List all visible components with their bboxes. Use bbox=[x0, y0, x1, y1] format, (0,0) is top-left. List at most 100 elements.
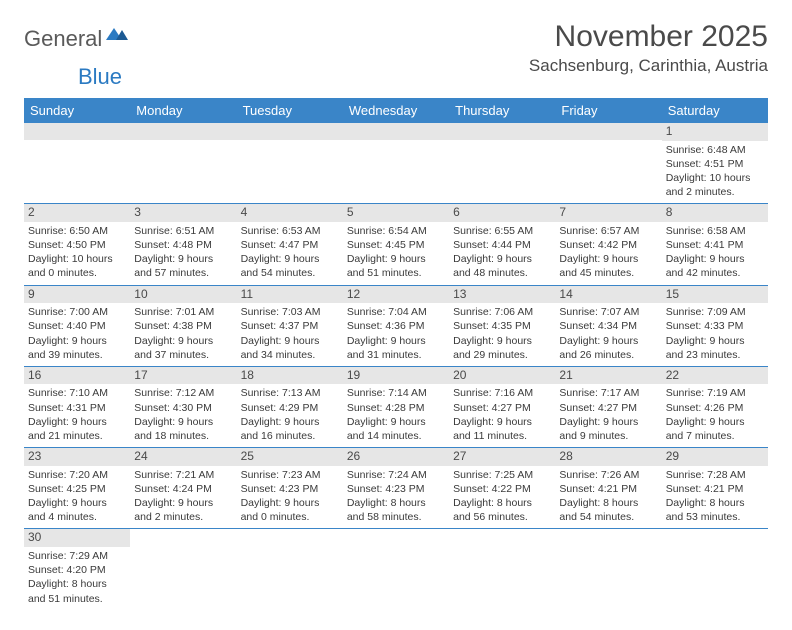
sunrise-text: Sunrise: 7:03 AM bbox=[241, 305, 339, 319]
sunset-text: Sunset: 4:23 PM bbox=[347, 482, 445, 496]
weekday-header-row: SundayMondayTuesdayWednesdayThursdayFrid… bbox=[24, 98, 768, 123]
weekday-saturday: Saturday bbox=[662, 98, 768, 123]
sunset-text: Sunset: 4:41 PM bbox=[666, 238, 764, 252]
day-cell: 5Sunrise: 6:54 AMSunset: 4:45 PMDaylight… bbox=[343, 204, 449, 284]
sunrise-text: Sunrise: 7:00 AM bbox=[28, 305, 126, 319]
day-content: Sunrise: 7:07 AMSunset: 4:34 PMDaylight:… bbox=[555, 305, 661, 366]
day-number bbox=[449, 529, 555, 546]
day-cell-empty bbox=[24, 123, 130, 203]
sunrise-text: Sunrise: 6:55 AM bbox=[453, 224, 551, 238]
daylight-text: Daylight: 9 hours and 29 minutes. bbox=[453, 334, 551, 362]
daylight-text: Daylight: 9 hours and 18 minutes. bbox=[134, 415, 232, 443]
day-cell: 24Sunrise: 7:21 AMSunset: 4:24 PMDayligh… bbox=[130, 448, 236, 528]
sunrise-text: Sunrise: 6:54 AM bbox=[347, 224, 445, 238]
day-number bbox=[662, 529, 768, 546]
day-content: Sunrise: 7:29 AMSunset: 4:20 PMDaylight:… bbox=[24, 549, 130, 610]
sunrise-text: Sunrise: 6:57 AM bbox=[559, 224, 657, 238]
day-cell-empty bbox=[343, 529, 449, 609]
day-cell: 25Sunrise: 7:23 AMSunset: 4:23 PMDayligh… bbox=[237, 448, 343, 528]
day-number bbox=[343, 123, 449, 140]
daylight-text: Daylight: 9 hours and 57 minutes. bbox=[134, 252, 232, 280]
day-content: Sunrise: 7:00 AMSunset: 4:40 PMDaylight:… bbox=[24, 305, 130, 366]
daylight-text: Daylight: 9 hours and 4 minutes. bbox=[28, 496, 126, 524]
daylight-text: Daylight: 9 hours and 37 minutes. bbox=[134, 334, 232, 362]
sunrise-text: Sunrise: 7:17 AM bbox=[559, 386, 657, 400]
day-number bbox=[24, 123, 130, 140]
weekday-wednesday: Wednesday bbox=[343, 98, 449, 123]
daylight-text: Daylight: 8 hours and 54 minutes. bbox=[559, 496, 657, 524]
sunrise-text: Sunrise: 7:09 AM bbox=[666, 305, 764, 319]
day-number bbox=[343, 529, 449, 546]
day-content: Sunrise: 7:28 AMSunset: 4:21 PMDaylight:… bbox=[662, 468, 768, 529]
day-cell: 11Sunrise: 7:03 AMSunset: 4:37 PMDayligh… bbox=[237, 286, 343, 366]
daylight-text: Daylight: 9 hours and 31 minutes. bbox=[347, 334, 445, 362]
sunset-text: Sunset: 4:36 PM bbox=[347, 319, 445, 333]
sunrise-text: Sunrise: 7:06 AM bbox=[453, 305, 551, 319]
week-row: 16Sunrise: 7:10 AMSunset: 4:31 PMDayligh… bbox=[24, 367, 768, 448]
day-number: 9 bbox=[24, 286, 130, 304]
day-number: 7 bbox=[555, 204, 661, 222]
day-content: Sunrise: 6:48 AMSunset: 4:51 PMDaylight:… bbox=[662, 143, 768, 204]
logo: General bbox=[24, 26, 130, 52]
daylight-text: Daylight: 8 hours and 51 minutes. bbox=[28, 577, 126, 605]
day-content: Sunrise: 7:16 AMSunset: 4:27 PMDaylight:… bbox=[449, 386, 555, 447]
week-row: 23 Sunrise: 7:20 AMSunset: 4:25 PMDayligh… bbox=[24, 448, 768, 529]
day-cell: 1 Sunrise: 6:48 AMSunset: 4:51 PMDaylight… bbox=[662, 123, 768, 203]
daylight-text: Daylight: 9 hours and 51 minutes. bbox=[347, 252, 445, 280]
sunset-text: Sunset: 4:44 PM bbox=[453, 238, 551, 252]
day-content: Sunrise: 7:24 AMSunset: 4:23 PMDaylight:… bbox=[343, 468, 449, 529]
day-number: 6 bbox=[449, 204, 555, 222]
day-content: Sunrise: 7:21 AMSunset: 4:24 PMDaylight:… bbox=[130, 468, 236, 529]
sunrise-text: Sunrise: 7:07 AM bbox=[559, 305, 657, 319]
day-number: 19 bbox=[343, 367, 449, 385]
day-content: Sunrise: 7:06 AMSunset: 4:35 PMDaylight:… bbox=[449, 305, 555, 366]
day-content: Sunrise: 6:54 AMSunset: 4:45 PMDaylight:… bbox=[343, 224, 449, 285]
day-number bbox=[237, 529, 343, 546]
week-row: 2Sunrise: 6:50 AMSunset: 4:50 PMDaylight… bbox=[24, 204, 768, 285]
daylight-text: Daylight: 9 hours and 14 minutes. bbox=[347, 415, 445, 443]
day-content: Sunrise: 7:20 AMSunset: 4:25 PMDaylight:… bbox=[24, 468, 130, 529]
daylight-text: Daylight: 9 hours and 54 minutes. bbox=[241, 252, 339, 280]
day-cell-empty bbox=[343, 123, 449, 203]
sunset-text: Sunset: 4:45 PM bbox=[347, 238, 445, 252]
daylight-text: Daylight: 9 hours and 11 minutes. bbox=[453, 415, 551, 443]
day-content: Sunrise: 6:58 AMSunset: 4:41 PMDaylight:… bbox=[662, 224, 768, 285]
daylight-text: Daylight: 9 hours and 26 minutes. bbox=[559, 334, 657, 362]
day-number: 23 bbox=[24, 448, 130, 466]
day-number: 18 bbox=[237, 367, 343, 385]
sunrise-text: Sunrise: 7:24 AM bbox=[347, 468, 445, 482]
logo-text-1: General bbox=[24, 26, 102, 52]
day-number bbox=[555, 123, 661, 140]
daylight-text: Daylight: 9 hours and 48 minutes. bbox=[453, 252, 551, 280]
sunset-text: Sunset: 4:28 PM bbox=[347, 401, 445, 415]
sunset-text: Sunset: 4:51 PM bbox=[666, 157, 764, 171]
day-cell: 21Sunrise: 7:17 AMSunset: 4:27 PMDayligh… bbox=[555, 367, 661, 447]
day-cell-empty bbox=[555, 529, 661, 609]
day-cell: 23 Sunrise: 7:20 AMSunset: 4:25 PMDayligh… bbox=[24, 448, 130, 528]
sunrise-text: Sunrise: 7:23 AM bbox=[241, 468, 339, 482]
day-content: Sunrise: 7:14 AMSunset: 4:28 PMDaylight:… bbox=[343, 386, 449, 447]
daylight-text: Daylight: 8 hours and 56 minutes. bbox=[453, 496, 551, 524]
sunset-text: Sunset: 4:27 PM bbox=[453, 401, 551, 415]
daylight-text: Daylight: 10 hours and 2 minutes. bbox=[666, 171, 764, 199]
sunset-text: Sunset: 4:40 PM bbox=[28, 319, 126, 333]
daylight-text: Daylight: 9 hours and 39 minutes. bbox=[28, 334, 126, 362]
day-number: 20 bbox=[449, 367, 555, 385]
day-content: Sunrise: 7:04 AMSunset: 4:36 PMDaylight:… bbox=[343, 305, 449, 366]
month-title: November 2025 bbox=[529, 20, 768, 54]
day-number: 15 bbox=[662, 286, 768, 304]
day-content: Sunrise: 6:53 AMSunset: 4:47 PMDaylight:… bbox=[237, 224, 343, 285]
daylight-text: Daylight: 9 hours and 16 minutes. bbox=[241, 415, 339, 443]
day-number: 1 bbox=[662, 123, 768, 141]
sunrise-text: Sunrise: 6:51 AM bbox=[134, 224, 232, 238]
day-cell: 19Sunrise: 7:14 AMSunset: 4:28 PMDayligh… bbox=[343, 367, 449, 447]
day-number bbox=[237, 123, 343, 140]
sunrise-text: Sunrise: 7:14 AM bbox=[347, 386, 445, 400]
day-cell: 6 Sunrise: 6:55 AMSunset: 4:44 PMDaylight… bbox=[449, 204, 555, 284]
week-row: 1 Sunrise: 6:48 AMSunset: 4:51 PMDaylight… bbox=[24, 123, 768, 204]
day-cell-empty bbox=[555, 123, 661, 203]
day-number: 25 bbox=[237, 448, 343, 466]
day-cell-empty bbox=[130, 123, 236, 203]
day-content: Sunrise: 7:03 AMSunset: 4:37 PMDaylight:… bbox=[237, 305, 343, 366]
day-number: 4 bbox=[237, 204, 343, 222]
